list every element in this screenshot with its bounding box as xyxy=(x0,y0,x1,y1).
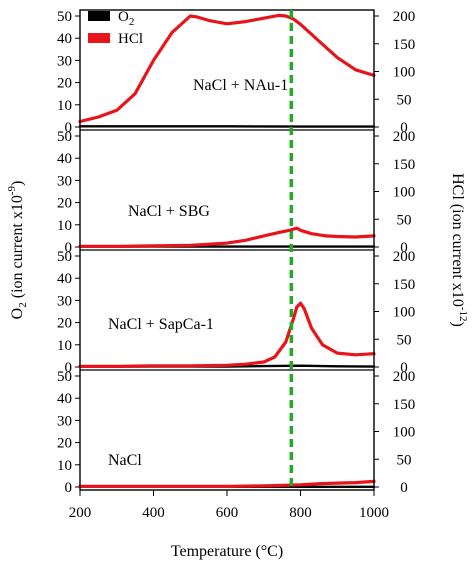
left-tick-label: 30 xyxy=(57,173,72,189)
series-hcl-line xyxy=(78,13,376,124)
legend-label-1: O2 xyxy=(118,9,134,28)
right-tick-label: 100 xyxy=(393,185,416,201)
left-tick-label: 20 xyxy=(57,436,72,452)
left-tick-label: 50 xyxy=(57,129,72,145)
right-tick-label: 200 xyxy=(393,9,416,25)
x-tick-label: 800 xyxy=(289,505,312,521)
left-axis-title: O2 (ion current x10-9) xyxy=(6,181,29,320)
series-hcl-line xyxy=(78,301,376,368)
panel-2: 0 10 20 30 40 50 0 50 100 150 200 NaCl + SBG xyxy=(57,129,415,256)
left-tick-label: 10 xyxy=(57,218,72,234)
left-tick-label: 0 xyxy=(65,480,73,496)
right-tick-label: 100 xyxy=(393,65,416,81)
left-tick-label: 0 xyxy=(65,120,73,136)
left-tick-label: 40 xyxy=(57,151,72,167)
right-tick-label: 200 xyxy=(393,129,416,145)
right-tick-label: 50 xyxy=(397,92,412,108)
left-tick-label: 10 xyxy=(57,338,72,354)
right-tick-label: 150 xyxy=(393,397,416,413)
right-tick-label: 200 xyxy=(393,249,416,265)
right-tick-label: 200 xyxy=(393,369,416,385)
x-tick-label: 1000 xyxy=(359,505,389,521)
left-tick-label: 20 xyxy=(57,316,72,332)
panel-4: 0 10 20 30 40 50 0 50 100 150 200 NaCl xyxy=(57,369,415,496)
left-tick-label: 50 xyxy=(57,369,72,385)
series-hcl-line xyxy=(78,226,376,248)
x-tick-label: 400 xyxy=(142,505,165,521)
right-tick-label: 100 xyxy=(393,425,416,441)
right-tick-label: 0 xyxy=(400,240,408,256)
left-tick-label: 0 xyxy=(65,360,73,376)
legend-swatch-1 xyxy=(88,11,110,21)
right-tick-label: 0 xyxy=(400,360,408,376)
left-tick-label: 50 xyxy=(57,249,72,265)
left-tick-label: 30 xyxy=(57,293,72,309)
left-tick-label: 10 xyxy=(57,98,72,114)
legend-label-2: HCl xyxy=(118,31,143,47)
panel-label: NaCl + SBG xyxy=(128,203,210,220)
right-tick-label: 50 xyxy=(397,332,412,348)
legend-swatch-2 xyxy=(88,33,110,43)
right-tick-label: 100 xyxy=(393,305,416,321)
panel-3: 0 10 20 30 40 50 0 50 100 150 200 NaCl + SapCa-1 xyxy=(57,249,415,376)
right-tick-label: 150 xyxy=(393,37,416,53)
panel-label: NaCl + SapCa-1 xyxy=(108,316,214,333)
left-tick-label: 0 xyxy=(65,240,73,256)
right-tick-label: 0 xyxy=(400,120,408,136)
x-tick-label: 600 xyxy=(216,505,239,521)
left-tick-label: 20 xyxy=(57,76,72,92)
panel-1: 0 10 20 30 40 50 0 50 100 150 200 NaCl + NAu-1 xyxy=(57,9,415,136)
series-hcl-line xyxy=(78,479,376,488)
right-axis-title: HCl (ion current x10-12) xyxy=(449,173,469,327)
left-tick-label: 30 xyxy=(57,53,72,69)
left-tick-label: 40 xyxy=(57,31,72,47)
right-tick-label: 150 xyxy=(393,277,416,293)
right-tick-label: 150 xyxy=(393,157,416,173)
left-tick-label: 40 xyxy=(57,391,72,407)
x-tick-label: 200 xyxy=(69,505,92,521)
left-tick-label: 40 xyxy=(57,271,72,287)
left-tick-label: 30 xyxy=(57,413,72,429)
x-axis-title: Temperature (°C) xyxy=(171,543,283,560)
left-tick-label: 50 xyxy=(57,9,72,25)
panel-label: NaCl + NAu-1 xyxy=(193,77,288,94)
right-tick-label: 50 xyxy=(397,452,412,468)
panel-label: NaCl xyxy=(108,452,142,469)
left-tick-label: 20 xyxy=(57,196,72,212)
left-tick-label: 10 xyxy=(57,458,72,474)
right-tick-label: 50 xyxy=(397,212,412,228)
right-tick-label: 0 xyxy=(400,480,408,496)
